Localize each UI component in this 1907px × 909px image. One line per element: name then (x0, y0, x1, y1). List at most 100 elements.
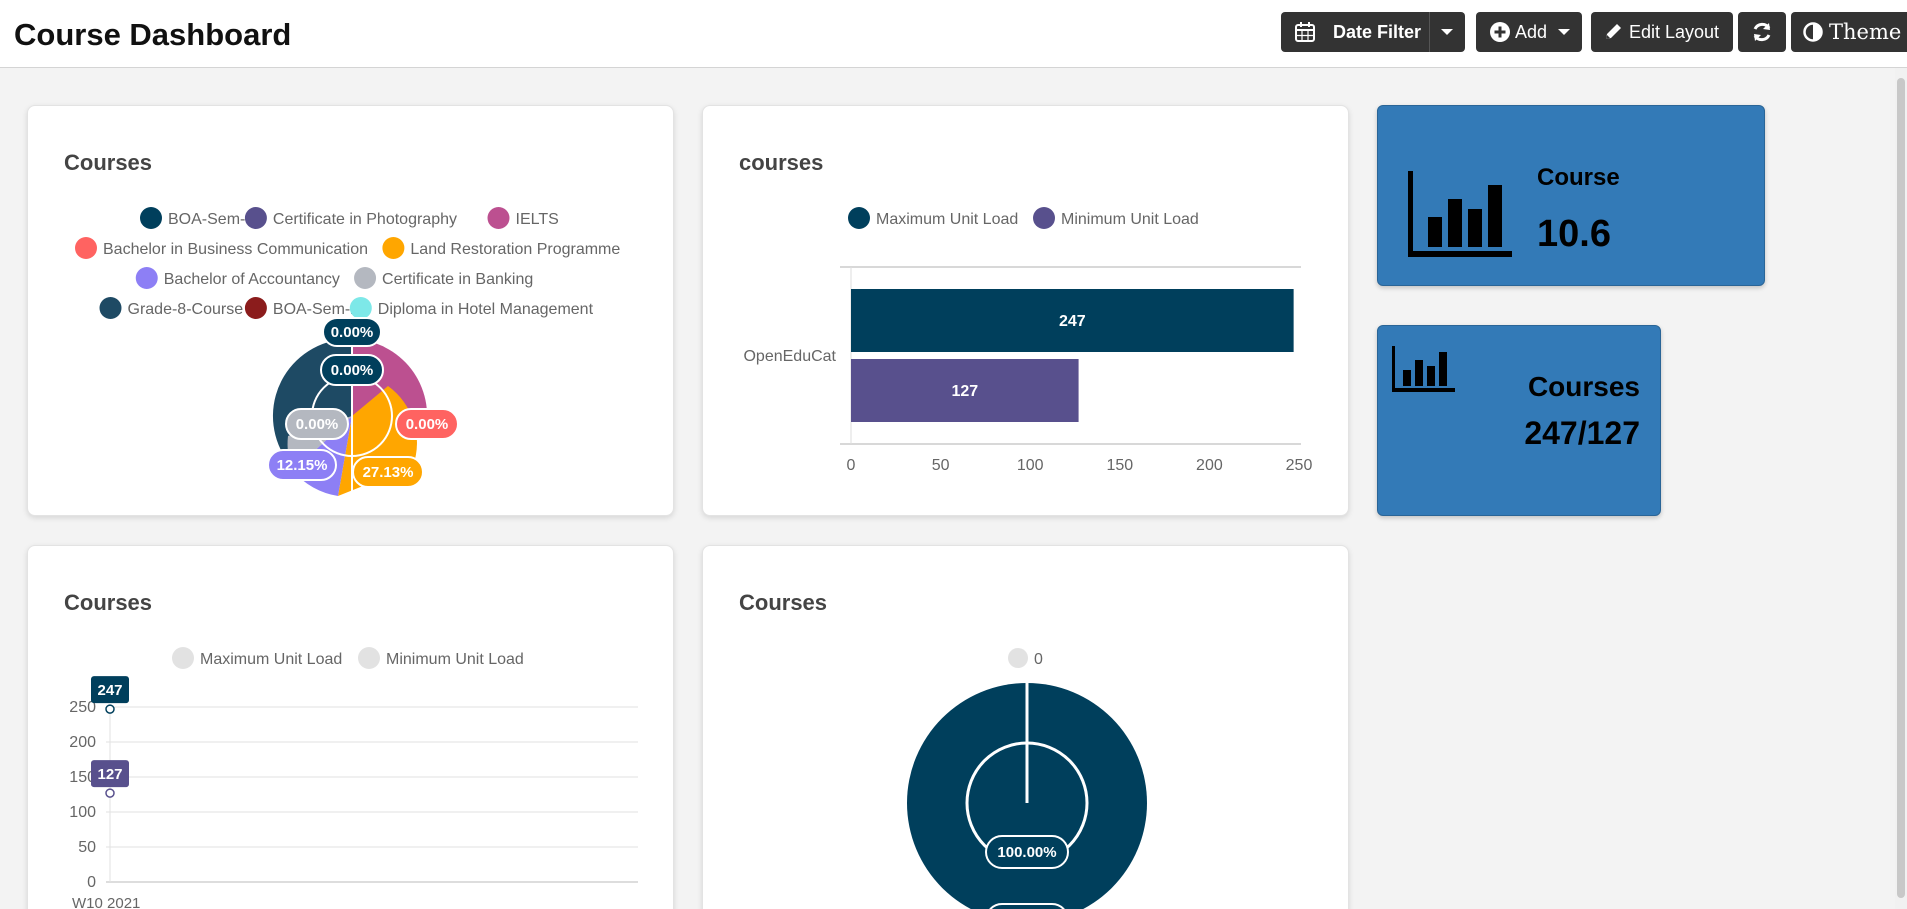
card-title: Courses (64, 150, 153, 175)
courses-donut-card: Courses 0 100.00% (702, 545, 1349, 909)
page-scrollbar[interactable] (1895, 68, 1907, 909)
bar-chart-icon (1392, 346, 1455, 397)
kpi-value: 247/127 (1524, 415, 1640, 451)
add-label: Add (1515, 22, 1548, 42)
legend-label: Bachelor in Business Communication (103, 241, 368, 258)
legend-item[interactable]: Land Restoration Programme (382, 237, 620, 259)
line-data-label-bg (91, 760, 129, 788)
line-point-minimum-unit-load[interactable] (105, 788, 115, 798)
svg-text:Maximum Unit Load: Maximum Unit Load (876, 211, 1018, 228)
chevron-down-icon (1558, 29, 1570, 35)
top-bar: Course Dashboard Date Filter Add (0, 0, 1907, 68)
pencil-icon (1603, 22, 1623, 42)
x-tick-label: 50 (932, 457, 950, 474)
y-tick-label: 200 (69, 734, 96, 751)
add-button[interactable]: Add (1476, 12, 1582, 52)
legend-item-minimum-unit-load[interactable]: Minimum Unit Load (358, 647, 524, 669)
legend-label: IELTS (516, 211, 559, 228)
legend-item[interactable]: Bachelor of Accountancy (135, 267, 340, 289)
legend-item[interactable]: Certificate in Banking (354, 267, 533, 289)
svg-text:0: 0 (1034, 651, 1043, 668)
svg-text:Minimum Unit Load: Minimum Unit Load (386, 651, 524, 668)
contrast-icon (1803, 22, 1823, 42)
legend-label: BOA-Sem-2 (273, 301, 359, 318)
legend-label: Grade-8-Course (128, 301, 244, 318)
x-tick-label: 200 (1196, 457, 1223, 474)
svg-text:0.00%: 0.00% (296, 416, 339, 433)
legend-label: Bachelor of Accountancy (164, 271, 340, 288)
refresh-button[interactable] (1738, 12, 1786, 52)
bar-chart: Maximum Unit Load Minimum Unit Load Open… (743, 207, 1313, 474)
card-title: courses (739, 150, 824, 175)
x-tick-label: W10 2021 (72, 895, 140, 909)
kpi-card-course: Course 10.6 (1377, 105, 1765, 286)
legend-label: Certificate in Photography (273, 211, 457, 228)
svg-text:0.00%: 0.00% (331, 362, 374, 379)
kpi-label: Courses (1527, 371, 1640, 402)
svg-text:Maximum Unit Load: Maximum Unit Load (200, 651, 342, 668)
svg-text:100.00%: 100.00% (997, 844, 1056, 861)
theme-button[interactable]: Theme (1791, 12, 1907, 52)
pie-chart: BOA-Sem-1 Certificate in Photography IELTS… (75, 207, 620, 496)
legend-label: Certificate in Banking (382, 271, 533, 288)
donut-chart: 0 100.00% (907, 648, 1147, 909)
x-tick-label: 0 (847, 457, 856, 474)
svg-text:0.00%: 0.00% (406, 416, 449, 433)
donut-data-label: 100.00% (985, 835, 1069, 869)
date-filter-label: Date Filter (1333, 22, 1422, 42)
line-data-label: 127 (97, 766, 122, 783)
x-tick-label: 150 (1106, 457, 1133, 474)
svg-text:12.15%: 12.15% (277, 457, 328, 474)
legend-item-zero[interactable]: 0 (1008, 648, 1043, 668)
y-tick-label: 0 (87, 874, 96, 891)
refresh-icon (1750, 20, 1774, 44)
legend-item[interactable]: IELTS (487, 207, 559, 229)
card-title: Courses (739, 590, 828, 615)
pie-data-label: 0.00% (320, 354, 384, 386)
bar-data-label: 127 (951, 383, 978, 400)
legend-item[interactable]: Certificate in Photography (244, 207, 457, 229)
x-tick-label: 100 (1017, 457, 1044, 474)
legend-item[interactable]: Bachelor in Business Communication (75, 237, 368, 259)
x-tick-label: 250 (1286, 457, 1313, 474)
pie-legend: BOA-Sem-1 Certificate in Photography IELTS… (75, 207, 620, 319)
calendar-icon (1294, 21, 1316, 43)
legend-item[interactable]: Diploma in Hotel Management (349, 297, 594, 319)
legend-item-minimum-unit-load[interactable]: Minimum Unit Load (1033, 207, 1199, 229)
scrollbar-thumb[interactable] (1897, 78, 1905, 898)
y-tick-label: 100 (69, 804, 96, 821)
card-title: Courses (64, 590, 153, 615)
bar-minimum-unit-load[interactable] (851, 359, 1079, 422)
legend-item[interactable]: Grade-8-Course (99, 297, 244, 319)
courses-pie-card: Courses BOA-Sem-1 Certificate in Photogra… (27, 105, 674, 516)
svg-text:0.00%: 0.00% (331, 324, 374, 341)
legend-item[interactable]: BOA-Sem-1 (140, 207, 254, 229)
plus-circle-icon (1490, 22, 1510, 42)
kpi-label: Course (1537, 164, 1620, 191)
pie-data-label: 12.15% (267, 449, 337, 481)
legend-item[interactable]: BOA-Sem-2 (244, 297, 359, 319)
legend-item-maximum-unit-load[interactable]: Maximum Unit Load (848, 207, 1018, 229)
line-point-maximum-unit-load[interactable] (105, 704, 115, 714)
y-tick-label: 250 (69, 699, 96, 716)
date-filter-button[interactable]: Date Filter (1281, 12, 1465, 52)
kpi-card-courses: Courses 247/127 (1377, 325, 1661, 516)
category-label: OpenEduCat (743, 348, 836, 365)
legend-item-maximum-unit-load[interactable]: Maximum Unit Load (172, 647, 342, 669)
edit-layout-label: Edit Layout (1629, 22, 1720, 42)
bar-maximum-unit-load[interactable] (851, 289, 1294, 352)
bar-chart-icon (1408, 171, 1512, 262)
legend-label: Land Restoration Programme (410, 241, 620, 258)
bar-data-label: 247 (1059, 313, 1086, 330)
svg-text:27.13%: 27.13% (363, 464, 414, 481)
theme-label: Theme (1829, 20, 1902, 44)
courses-line-card: Courses Maximum Unit Load Minimum Unit L… (27, 545, 674, 909)
edit-layout-button[interactable]: Edit Layout (1591, 12, 1733, 52)
pie-data-label: 0.00% (322, 317, 382, 347)
split-divider (1429, 12, 1430, 52)
y-tick-label: 150 (69, 769, 96, 786)
page-title: Course Dashboard (14, 17, 292, 52)
kpi-value: 10.6 (1537, 213, 1611, 255)
chevron-down-icon[interactable] (1441, 29, 1453, 35)
legend-label: BOA-Sem-1 (168, 211, 254, 228)
